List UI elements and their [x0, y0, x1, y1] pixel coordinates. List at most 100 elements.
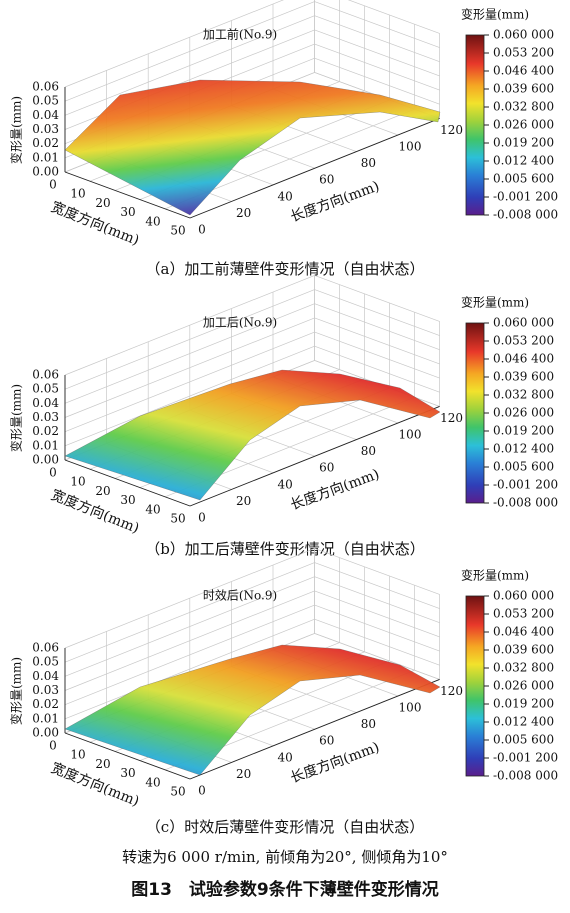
y-tick-label: 0 [198, 511, 206, 525]
x-tick-label: 50 [170, 224, 185, 238]
y-tick-label: 60 [319, 461, 334, 475]
grid-line [314, 289, 440, 336]
y-tick-label: 120 [440, 684, 463, 698]
caption: （c）时效后薄壁件变形情况（自由状态） [146, 818, 424, 836]
z-tick-label: 0.00 [32, 726, 59, 740]
grid-line [314, 576, 440, 624]
colorbar-tick-label: 0.005 600 [493, 172, 554, 186]
y-tick-label: 80 [361, 444, 376, 458]
colorbar-tick-label: 0.019 200 [493, 697, 554, 711]
colorbar-tick-label: 0.060 000 [493, 28, 554, 42]
z-tick-label: 0.04 [32, 396, 59, 410]
grid-line [314, 15, 440, 63]
colorbar-tick-label: 0.046 400 [493, 352, 554, 366]
colorbar-title: 变形量(mm) [461, 7, 529, 22]
colorbar [465, 595, 485, 777]
y-tick-label: 20 [236, 767, 251, 781]
x-axis [64, 459, 191, 507]
z-tick-label: 0.04 [32, 669, 59, 683]
x-tick-label: 30 [120, 766, 135, 780]
colorbar-tick-label: 0.005 600 [493, 733, 554, 747]
z-tick-label: 0.06 [32, 80, 59, 94]
x-tick-label: 10 [70, 748, 85, 762]
y-tick-label: 40 [278, 750, 293, 764]
x-tick-label: 40 [145, 214, 160, 228]
y-tick-label: 120 [440, 411, 463, 425]
colorbar-tick-label: 0.060 000 [493, 589, 554, 603]
colorbar-tick-label: 0.039 600 [493, 82, 554, 96]
x-tick-label: 20 [95, 757, 110, 771]
z-tick-label: 0.02 [32, 424, 59, 438]
x-tick-label: 30 [120, 205, 135, 219]
colorbar-tick-label: 0.053 200 [493, 607, 554, 621]
x-tick-label: 40 [145, 502, 160, 516]
grid-line [314, 633, 440, 680]
colorbar-tick-label: 0.012 400 [493, 715, 554, 729]
colorbar-tick-label: 0.053 200 [493, 46, 554, 60]
panel-title: 加工后(No.9) [203, 316, 277, 330]
panel-title: 时效后(No.9) [203, 588, 277, 603]
colorbar-tick-label: 0.026 000 [493, 679, 554, 693]
y-tick-label: 20 [236, 206, 251, 220]
z-tick-label: 0.03 [32, 122, 59, 136]
x-tick-label: 30 [120, 493, 135, 507]
colorbar-tick-label: 0.026 000 [493, 118, 554, 132]
figure-title: 图13 试验参数9条件下薄壁件变形情况 [131, 879, 439, 900]
colorbar-tick-label: -0.001 200 [493, 190, 558, 204]
y-tick-label: 40 [278, 477, 293, 491]
colorbar-tick-label: -0.001 200 [493, 478, 558, 492]
z-tick-label: 0.03 [32, 410, 59, 424]
panel: 0.000.010.020.030.040.050.06 0 10 20 30 40 50 0… [9, 0, 558, 278]
x-tick-label: 0 [49, 466, 57, 480]
x-axis [64, 171, 191, 219]
y-tick-label: 100 [399, 701, 422, 715]
colorbar-tick-label: -0.001 200 [493, 751, 558, 765]
x-tick-label: 20 [95, 484, 110, 498]
x-axis [64, 732, 191, 780]
colorbar-tick-label: -0.008 000 [493, 496, 558, 510]
y-axis [189, 117, 440, 219]
x-tick-label: 20 [95, 196, 110, 210]
colorbar-tick-label: 0.019 200 [493, 136, 554, 150]
y-tick-label: 40 [278, 189, 293, 203]
z-tick-label: 0.06 [32, 368, 59, 382]
colorbar-tick-label: 0.039 600 [493, 370, 554, 384]
y-axis [189, 678, 440, 780]
y-tick-label: 80 [361, 156, 376, 170]
colorbar-tick-label: 0.046 400 [493, 64, 554, 78]
grid-line [314, 303, 440, 351]
grid-line [314, 590, 440, 638]
z-tick-label: 0.03 [32, 683, 59, 697]
y-tick-label: 60 [319, 173, 334, 187]
x-tick-label: 0 [49, 739, 57, 753]
z-tick-label: 0.04 [32, 108, 59, 122]
colorbar-title: 变形量(mm) [461, 295, 529, 310]
grid-line [314, 29, 440, 77]
colorbar-tick-label: 0.012 400 [493, 154, 554, 168]
x-tick-label: 10 [70, 475, 85, 489]
x-tick-label: 0 [49, 178, 57, 192]
z-tick-label: 0.02 [32, 697, 59, 711]
x-tick-label: 50 [170, 785, 185, 799]
grid-line [314, 604, 440, 652]
surface [64, 644, 441, 776]
y-axis [189, 405, 440, 507]
y-tick-label: 0 [198, 784, 206, 798]
colorbar [465, 322, 485, 504]
x-tick-label: 10 [70, 187, 85, 201]
grid-line [314, 618, 440, 666]
z-tick-label: 0.01 [32, 711, 59, 725]
colorbar-tick-label: 0.032 800 [493, 100, 554, 114]
grid-line [347, 0, 440, 34]
grid-line [314, 345, 440, 393]
y-tick-label: 80 [361, 717, 376, 731]
z-tick-label: 0.05 [32, 655, 59, 669]
x-tick-label: 50 [170, 512, 185, 526]
colorbar [465, 34, 485, 216]
colorbar-tick-label: 0.032 800 [493, 388, 554, 402]
panel: 0.000.010.020.030.040.050.06 0 10 20 30 40 50 0… [9, 548, 558, 836]
caption: （b）加工后薄壁件变形情况（自由状态） [145, 540, 425, 558]
grid-line [314, 331, 440, 379]
colorbar-tick-label: 0.012 400 [493, 442, 554, 456]
